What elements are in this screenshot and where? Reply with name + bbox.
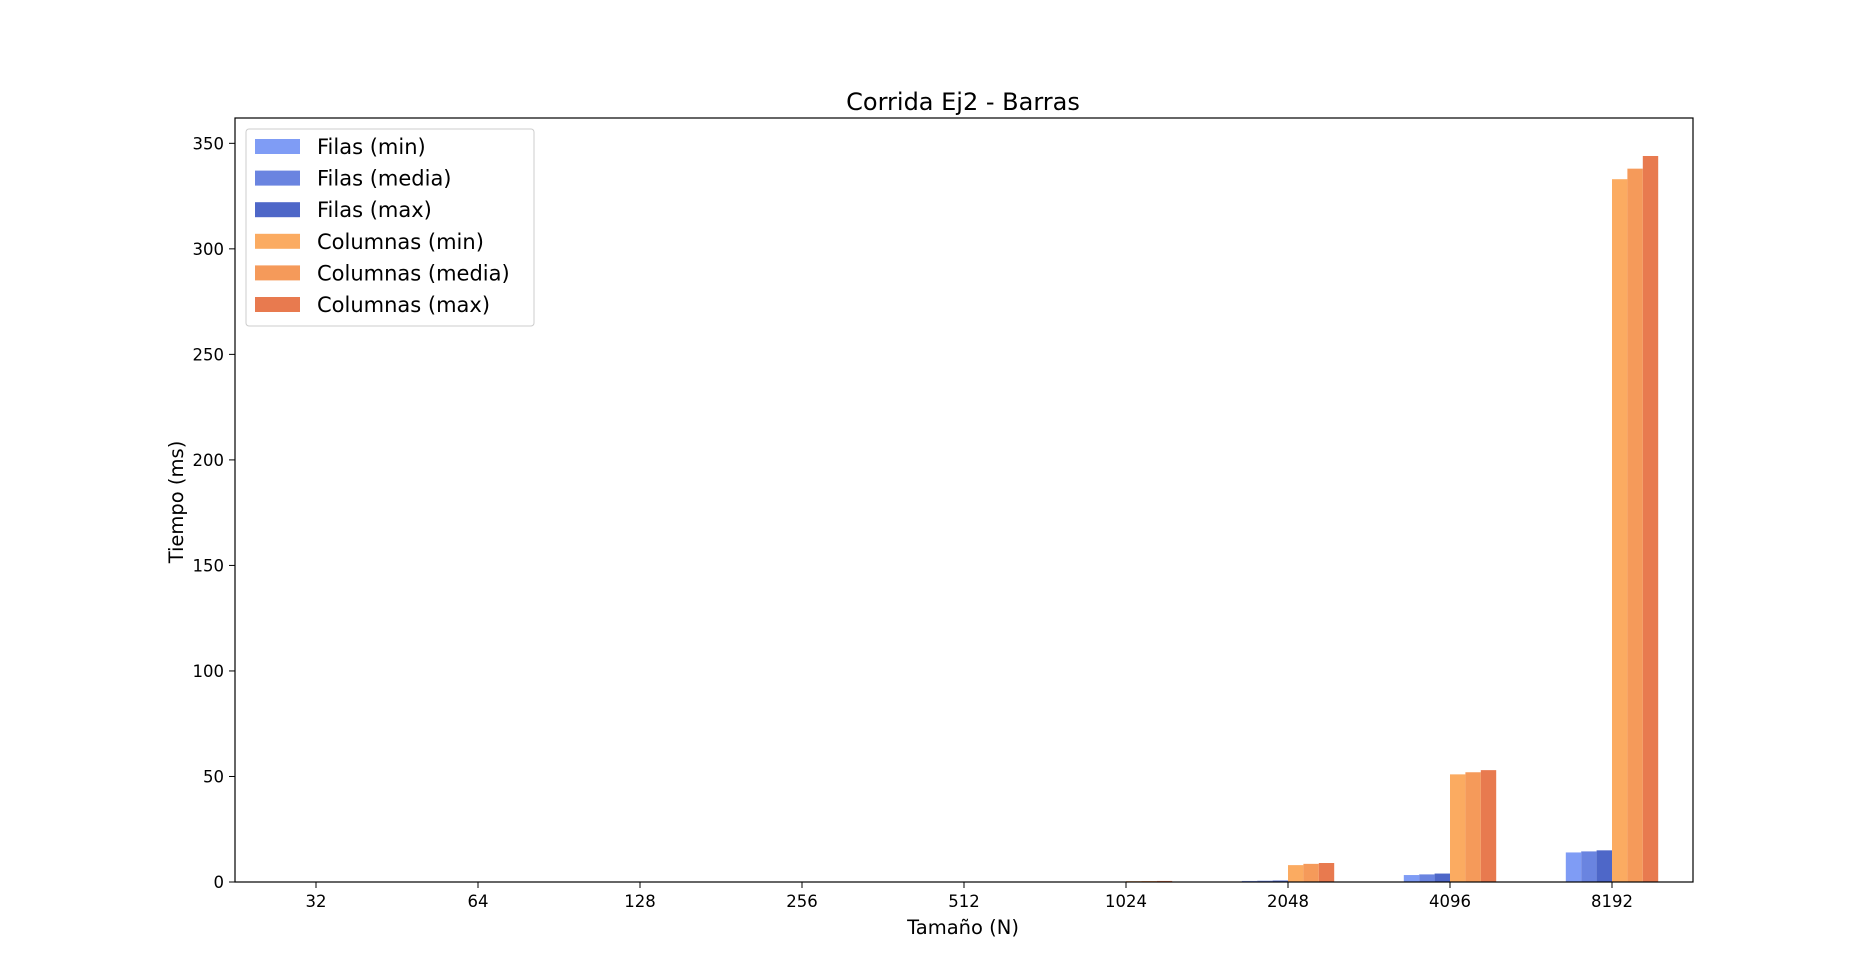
plot-frame	[234, 117, 1694, 883]
x-tick-label: 1024	[1105, 892, 1147, 911]
bar-4096-series-0	[1403, 875, 1420, 882]
bar-2048-series-4	[1303, 863, 1319, 882]
legend-swatch	[255, 265, 300, 281]
bar-4096-series-5	[1480, 770, 1497, 882]
y-tick-label: 200	[193, 451, 225, 470]
y-tick-label: 0	[214, 873, 225, 892]
y-tick-label: 100	[193, 662, 225, 681]
legend-box	[245, 128, 535, 327]
bar-4096-series-3	[1450, 774, 1466, 882]
x-tick-label: 512	[948, 892, 980, 911]
bar-4096-series-1	[1419, 874, 1435, 882]
bar-2048-series-3	[1288, 865, 1304, 882]
x-tick-label: 256	[786, 892, 818, 911]
x-tick-label: 32	[306, 892, 327, 911]
legend-label: Columnas (media)	[317, 261, 510, 285]
y-tick-label: 300	[193, 240, 225, 259]
y-tick-label: 350	[193, 134, 225, 153]
x-tick-label: 8192	[1591, 892, 1633, 911]
y-axis-label: Tiempo (ms)	[165, 441, 188, 565]
legend-label: Filas (media)	[317, 167, 452, 191]
legend-swatch	[255, 170, 300, 186]
x-tick-label: 4096	[1429, 892, 1471, 911]
x-axis-ticks: 32 64 128 256 512 1024 2048 4096 8192	[306, 882, 1633, 911]
bar-2048-series-2	[1272, 880, 1288, 882]
bar-2048-series-5	[1318, 863, 1335, 882]
bar-8192-series-4	[1627, 168, 1643, 882]
legend-swatch	[255, 202, 300, 218]
bar-8192-series-5	[1642, 155, 1659, 883]
legend-label: Filas (min)	[317, 135, 426, 159]
y-tick-label: 50	[203, 767, 224, 786]
legend-swatch	[255, 233, 300, 249]
bar-2048-series-1	[1257, 880, 1273, 882]
y-tick-label: 250	[193, 345, 225, 364]
x-tick-label: 128	[624, 892, 656, 911]
y-tick-label: 150	[193, 556, 225, 575]
chart-title: Corrida Ej2 - Barras	[846, 88, 1080, 116]
bar-8192-series-0	[1565, 852, 1582, 882]
legend-label: Columnas (min)	[317, 230, 484, 254]
bar-4096-series-2	[1434, 873, 1450, 882]
bar-8192-series-1	[1581, 851, 1597, 882]
y-axis-ticks: 0 50 100 150 200 250 300 350	[193, 134, 235, 892]
x-tick-label: 64	[468, 892, 489, 911]
bar-8192-series-3	[1612, 179, 1628, 882]
legend: Filas (min) Filas (media) Filas (max) Colum…	[245, 128, 535, 327]
legend-label: Columnas (max)	[317, 293, 490, 317]
bar-4096-series-4	[1465, 772, 1481, 882]
legend-swatch	[255, 297, 300, 312]
bar-8192-series-2	[1596, 850, 1612, 882]
x-tick-label: 2048	[1267, 892, 1309, 911]
x-axis-label: Tamaño (N)	[906, 916, 1019, 939]
bars-layer	[917, 155, 1659, 883]
legend-swatch	[255, 139, 300, 154]
legend-label: Filas (max)	[317, 198, 432, 222]
